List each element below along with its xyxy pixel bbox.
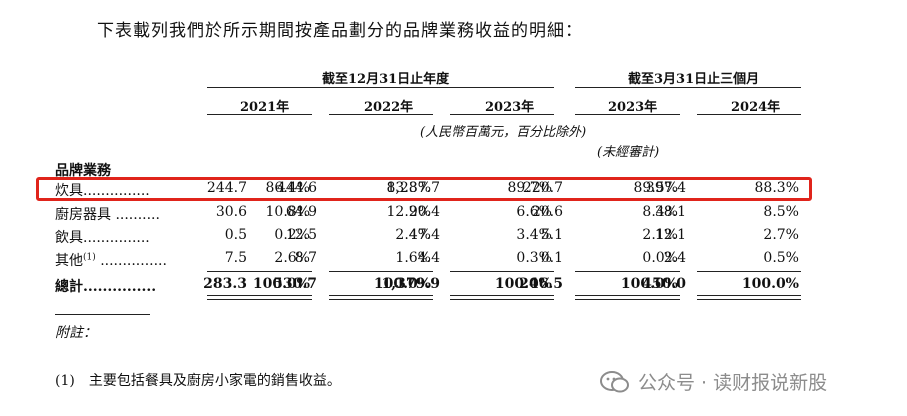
cell-total-2023-pct: 100.0% bbox=[494, 276, 552, 292]
subtotal-rule-q2023 bbox=[575, 271, 680, 272]
cell-row1-q2023-pct: 89.5% bbox=[633, 180, 678, 196]
cell-total-q2023-amount: 246.5 bbox=[519, 276, 563, 292]
total-double-rule-q2023 bbox=[575, 295, 680, 300]
cell-row3-q2023-amount: 5.1 bbox=[540, 227, 563, 243]
period-rule-2022 bbox=[329, 114, 433, 115]
cell-row2-2022-amount: 64.9 bbox=[285, 204, 317, 220]
period-header-q2024: 2024年 bbox=[731, 100, 781, 115]
cell-row2-2021-amount: 30.6 bbox=[215, 204, 247, 220]
cell-row2-q2024-amount: 38.1 bbox=[654, 204, 686, 220]
unaudited-note: (未經審計) bbox=[597, 145, 660, 160]
cell-row1-q2023-amount: 220.7 bbox=[522, 180, 563, 196]
currency-note: (人民幣百萬元，百分比除外) bbox=[420, 125, 587, 140]
footnote-text: (1) 主要包括餐具及廚房小家電的銷售收益。 bbox=[55, 373, 341, 389]
group-header-quarter: 截至3月31日止三個月 bbox=[628, 72, 760, 87]
cell-row3-q2024-amount: 12.1 bbox=[654, 227, 686, 243]
cell-row3-q2024-pct: 2.7% bbox=[763, 227, 799, 243]
cell-total-2022-amount: 530.7 bbox=[273, 276, 317, 292]
cell-row2-q2023-pct: 8.4% bbox=[642, 204, 678, 220]
cell-row3-2021-amount: 0.5 bbox=[224, 227, 247, 243]
row-label-kitchen-appliances: 廚房器具 .......... bbox=[55, 207, 160, 223]
cell-row4-2021-amount: 7.5 bbox=[224, 250, 247, 266]
watermark-text: 公众号 · 读财报说新股 bbox=[638, 372, 828, 394]
cell-row2-q2023-amount: 20.6 bbox=[531, 204, 563, 220]
cell-row4-2021-pct: 2.6% bbox=[274, 250, 310, 266]
cell-total-q2023-pct: 100.0% bbox=[620, 276, 678, 292]
cell-row1-2022-amount: 444.6 bbox=[276, 180, 317, 196]
cell-row2-2023-amount: 90.4 bbox=[408, 204, 440, 220]
period-rule-2023 bbox=[450, 114, 554, 115]
cell-row2-2021-pct: 10.8% bbox=[265, 204, 310, 220]
period-rule-2021 bbox=[207, 114, 312, 115]
cell-row2-2023-pct: 6.6% bbox=[516, 204, 552, 220]
cell-row1-2021-amount: 244.7 bbox=[206, 180, 247, 196]
period-header-2022: 2022年 bbox=[364, 100, 414, 115]
subtotal-rule-2022 bbox=[329, 271, 433, 272]
group-rule-year bbox=[207, 87, 554, 88]
cell-row4-2022-pct: 1.6% bbox=[395, 250, 431, 266]
subtotal-rule-2023 bbox=[450, 271, 554, 272]
cell-row3-2023-pct: 3.4% bbox=[516, 227, 552, 243]
footnote-ref: (1) bbox=[83, 252, 96, 263]
row-label-others-text: 其他 bbox=[55, 253, 83, 269]
period-rule-q2024 bbox=[697, 114, 801, 115]
cell-total-2021-pct: 100.0% bbox=[252, 276, 310, 292]
watermark: 公众号 · 读财报说新股 bbox=[600, 368, 827, 395]
total-double-rule-2022 bbox=[329, 295, 433, 300]
row-label-others: 其他(1) ............... bbox=[55, 250, 167, 270]
cell-row2-q2024-pct: 8.5% bbox=[763, 204, 799, 220]
row-label-others-dots: ............... bbox=[95, 253, 167, 269]
cell-row1-2022-pct: 83.8% bbox=[386, 180, 431, 196]
highlight-box bbox=[36, 177, 812, 201]
period-header-q2023: 2023年 bbox=[608, 100, 658, 115]
cell-row1-2021-pct: 86.4% bbox=[265, 180, 310, 196]
total-double-rule-2023 bbox=[450, 295, 554, 300]
subtotal-rule-q2024 bbox=[697, 271, 801, 272]
total-double-rule-q2024 bbox=[697, 295, 801, 300]
cell-total-q2024-pct: 100.0% bbox=[741, 276, 799, 292]
footnote-title: 附註： bbox=[55, 325, 97, 341]
group-header-year: 截至12月31日止年度 bbox=[322, 72, 450, 87]
cell-row1-q2024-amount: 397.4 bbox=[645, 180, 686, 196]
period-rule-q2023 bbox=[575, 114, 680, 115]
cell-row4-q2023-amount: 0.1 bbox=[540, 250, 563, 266]
cell-row1-2023-amount: 1,237.7 bbox=[386, 180, 440, 196]
cell-row2-2022-pct: 12.2% bbox=[386, 204, 431, 220]
row-label-cookware: 炊具............... bbox=[55, 183, 150, 199]
wechat-icon bbox=[600, 370, 629, 392]
cell-row4-q2023-pct: 0.0% bbox=[642, 250, 678, 266]
cell-total-q2024-amount: 450.0 bbox=[642, 276, 686, 292]
cell-row1-q2024-pct: 88.3% bbox=[754, 180, 799, 196]
period-header-2021: 2021年 bbox=[240, 100, 290, 115]
period-header-2023: 2023年 bbox=[485, 100, 535, 115]
cell-row4-q2024-pct: 0.5% bbox=[763, 250, 799, 266]
cell-row3-2022-pct: 2.4% bbox=[395, 227, 431, 243]
intro-text: 下表載列我們於所示期間按產品劃分的品牌業務收益的明細： bbox=[97, 21, 583, 41]
cell-row4-2022-amount: 8.7 bbox=[294, 250, 317, 266]
cell-row3-2021-pct: 0.2% bbox=[274, 227, 310, 243]
cell-row3-2023-amount: 47.4 bbox=[408, 227, 440, 243]
total-double-rule-2021 bbox=[207, 295, 312, 300]
cell-row3-q2023-pct: 2.1% bbox=[642, 227, 678, 243]
row-label-drinkware: 飲具............... bbox=[55, 230, 150, 246]
row-label-total: 總計............... bbox=[55, 279, 157, 295]
cell-row3-2022-amount: 12.5 bbox=[285, 227, 317, 243]
cell-row4-2023-amount: 4.4 bbox=[417, 250, 440, 266]
cell-row1-2023-pct: 89.7% bbox=[507, 180, 552, 196]
cell-total-2021-amount: 283.3 bbox=[203, 276, 247, 292]
cell-row4-q2024-amount: 2.4 bbox=[663, 250, 686, 266]
group-rule-quarter bbox=[575, 87, 801, 88]
section-title: 品牌業務 bbox=[55, 163, 111, 179]
cell-total-2022-pct: 100.0% bbox=[373, 276, 431, 292]
cell-row4-2023-pct: 0.3% bbox=[516, 250, 552, 266]
footnote-separator bbox=[55, 314, 150, 315]
subtotal-rule-2021 bbox=[207, 271, 312, 272]
cell-total-2023-amount: 1,379.9 bbox=[381, 276, 440, 292]
